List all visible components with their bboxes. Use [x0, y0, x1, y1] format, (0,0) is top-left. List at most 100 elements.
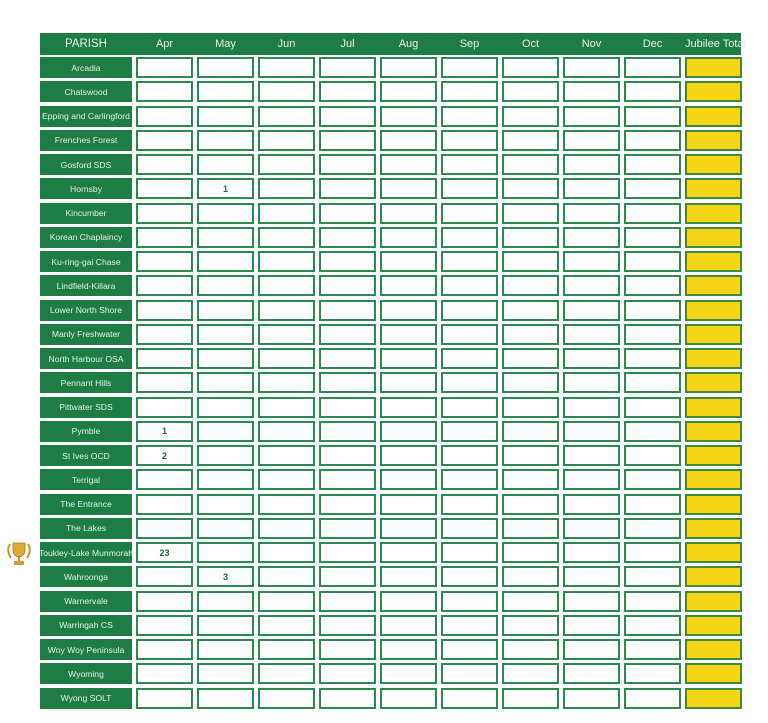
- month-cell-nov[interactable]: [563, 396, 620, 418]
- month-cell-aug[interactable]: [380, 396, 437, 418]
- month-cell-oct[interactable]: [502, 275, 559, 297]
- month-cell-dec[interactable]: [624, 348, 681, 369]
- month-cell-may[interactable]: [197, 57, 254, 78]
- month-cell-jun[interactable]: [258, 129, 315, 151]
- month-cell-may[interactable]: [197, 396, 254, 418]
- month-cell-dec[interactable]: [624, 251, 681, 272]
- month-cell-sep[interactable]: [441, 445, 498, 466]
- month-cell-oct[interactable]: [502, 566, 559, 588]
- month-cell-apr[interactable]: [136, 348, 193, 369]
- month-cell-aug[interactable]: [380, 178, 437, 200]
- month-cell-may[interactable]: [197, 81, 254, 103]
- month-cell-sep[interactable]: [441, 275, 498, 297]
- month-cell-jun[interactable]: [258, 323, 315, 345]
- month-cell-dec[interactable]: [624, 323, 681, 345]
- month-cell-apr[interactable]: [136, 105, 193, 127]
- month-cell-oct[interactable]: [502, 372, 559, 394]
- jubilee-total-cell[interactable]: [685, 542, 742, 563]
- month-cell-oct[interactable]: [502, 517, 559, 539]
- month-cell-oct[interactable]: [502, 226, 559, 248]
- month-cell-sep[interactable]: [441, 323, 498, 345]
- month-cell-jul[interactable]: [319, 299, 376, 321]
- jubilee-total-cell[interactable]: [685, 105, 742, 127]
- month-cell-nov[interactable]: [563, 469, 620, 491]
- month-cell-may[interactable]: [197, 299, 254, 321]
- month-cell-apr[interactable]: [136, 323, 193, 345]
- jubilee-total-cell[interactable]: [685, 81, 742, 103]
- month-cell-nov[interactable]: [563, 639, 620, 660]
- month-cell-jul[interactable]: [319, 251, 376, 272]
- month-cell-jun[interactable]: [258, 105, 315, 127]
- month-cell-jun[interactable]: [258, 639, 315, 660]
- month-cell-dec[interactable]: [624, 590, 681, 612]
- month-cell-nov[interactable]: [563, 57, 620, 78]
- month-cell-dec[interactable]: [624, 372, 681, 394]
- jubilee-total-cell[interactable]: [685, 590, 742, 612]
- month-cell-sep[interactable]: [441, 420, 498, 442]
- month-cell-oct[interactable]: [502, 129, 559, 151]
- month-cell-jul[interactable]: [319, 445, 376, 466]
- month-cell-apr[interactable]: [136, 251, 193, 272]
- jubilee-total-cell[interactable]: [685, 154, 742, 175]
- month-cell-jul[interactable]: [319, 275, 376, 297]
- month-cell-jun[interactable]: [258, 154, 315, 175]
- month-cell-apr[interactable]: [136, 639, 193, 660]
- month-cell-dec[interactable]: [624, 154, 681, 175]
- month-cell-jul[interactable]: [319, 178, 376, 200]
- month-cell-may[interactable]: [197, 663, 254, 685]
- month-cell-may[interactable]: [197, 275, 254, 297]
- month-cell-jun[interactable]: [258, 251, 315, 272]
- month-cell-oct[interactable]: [502, 105, 559, 127]
- jubilee-total-cell[interactable]: [685, 57, 742, 78]
- month-cell-apr[interactable]: [136, 275, 193, 297]
- jubilee-total-cell[interactable]: [685, 445, 742, 466]
- month-cell-nov[interactable]: [563, 275, 620, 297]
- month-cell-may[interactable]: [197, 154, 254, 175]
- jubilee-total-cell[interactable]: [685, 614, 742, 636]
- month-cell-sep[interactable]: [441, 542, 498, 563]
- jubilee-total-cell[interactable]: [685, 275, 742, 297]
- month-cell-apr[interactable]: 23: [136, 542, 193, 563]
- month-cell-jun[interactable]: [258, 517, 315, 539]
- month-cell-aug[interactable]: [380, 81, 437, 103]
- month-cell-sep[interactable]: [441, 639, 498, 660]
- month-cell-jun[interactable]: [258, 590, 315, 612]
- month-cell-aug[interactable]: [380, 323, 437, 345]
- month-cell-jul[interactable]: [319, 323, 376, 345]
- month-cell-jul[interactable]: [319, 469, 376, 491]
- month-cell-jul[interactable]: [319, 348, 376, 369]
- month-cell-nov[interactable]: [563, 226, 620, 248]
- month-cell-oct[interactable]: [502, 663, 559, 685]
- month-cell-may[interactable]: [197, 614, 254, 636]
- month-cell-apr[interactable]: [136, 493, 193, 515]
- month-cell-jun[interactable]: [258, 445, 315, 466]
- month-cell-may[interactable]: [197, 469, 254, 491]
- month-cell-apr[interactable]: [136, 687, 193, 709]
- month-cell-oct[interactable]: [502, 445, 559, 466]
- month-cell-sep[interactable]: [441, 469, 498, 491]
- month-cell-jun[interactable]: [258, 396, 315, 418]
- month-cell-nov[interactable]: [563, 493, 620, 515]
- month-cell-aug[interactable]: [380, 275, 437, 297]
- month-cell-sep[interactable]: [441, 663, 498, 685]
- month-cell-may[interactable]: [197, 202, 254, 224]
- month-cell-jun[interactable]: [258, 372, 315, 394]
- month-cell-dec[interactable]: [624, 469, 681, 491]
- month-cell-sep[interactable]: [441, 129, 498, 151]
- month-cell-sep[interactable]: [441, 348, 498, 369]
- month-cell-oct[interactable]: [502, 493, 559, 515]
- month-cell-apr[interactable]: [136, 469, 193, 491]
- month-cell-aug[interactable]: [380, 639, 437, 660]
- month-cell-dec[interactable]: [624, 202, 681, 224]
- month-cell-aug[interactable]: [380, 105, 437, 127]
- month-cell-oct[interactable]: [502, 299, 559, 321]
- month-cell-apr[interactable]: [136, 396, 193, 418]
- month-cell-may[interactable]: [197, 493, 254, 515]
- month-cell-nov[interactable]: [563, 566, 620, 588]
- month-cell-jun[interactable]: [258, 57, 315, 78]
- month-cell-jul[interactable]: [319, 687, 376, 709]
- month-cell-apr[interactable]: [136, 614, 193, 636]
- month-cell-oct[interactable]: [502, 420, 559, 442]
- month-cell-jul[interactable]: [319, 590, 376, 612]
- month-cell-dec[interactable]: [624, 396, 681, 418]
